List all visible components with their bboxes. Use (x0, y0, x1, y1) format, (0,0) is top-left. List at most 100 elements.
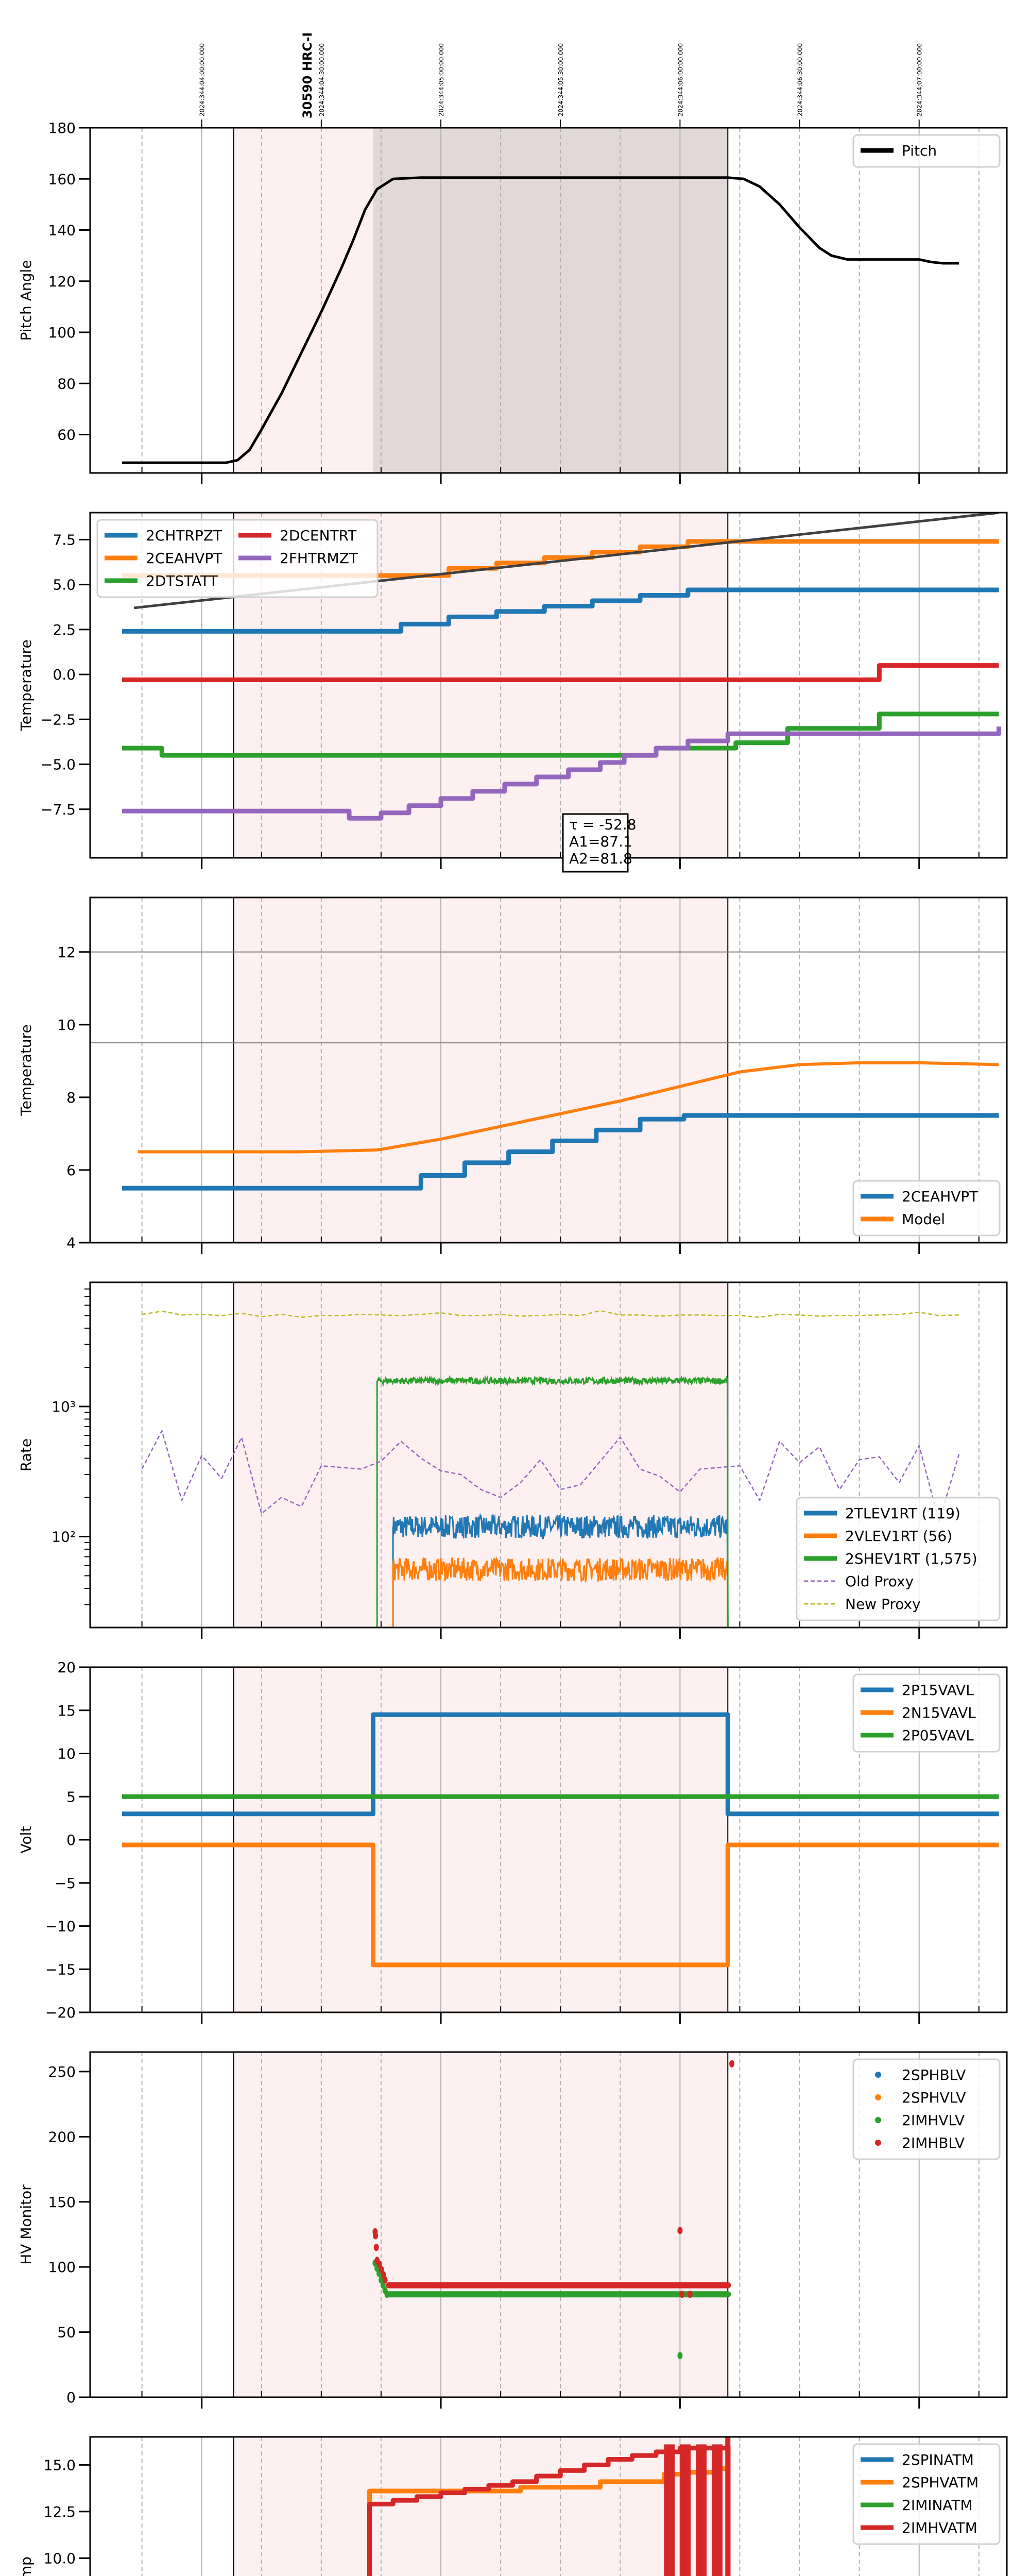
series-group (372, 2060, 734, 2360)
figure-title: 30590 HRC-I (300, 32, 315, 118)
series-group (122, 1712, 999, 1968)
y-axis: 0.02.55.07.510.012.515.0 (44, 2456, 90, 2567)
y-tick-label: −2.5 (41, 711, 76, 728)
y-tick-label: 10 (57, 1745, 76, 1762)
y-axis: −20 −15 −10 −5 0 5 10 15 20 (45, 1659, 90, 2021)
series-group (122, 513, 1002, 821)
legend-label: 2IMHBLV (902, 2134, 965, 2151)
legend-box (852, 2443, 1001, 2545)
noisy-band-segment (696, 2444, 707, 2576)
y-axis: 60 80 100 120 140 160 180 (48, 120, 90, 444)
plot-frame (89, 2051, 1008, 2398)
top-time-label: 2024:344:07:00:00.000 (916, 43, 923, 116)
panel-model: 4 6 8 10 12 Temperature 2CEAHVPT Model (18, 896, 1008, 1254)
y-tick-label: 6 (66, 1162, 76, 1179)
legend-item: 2DCENTRT (238, 527, 357, 544)
top-time-label: 2024:344:05:00:00.000 (438, 43, 445, 116)
series-pitch (122, 176, 959, 464)
series-group (141, 1310, 960, 1628)
y-axis-label: Temperature (18, 639, 35, 731)
legend-item: 2DTSTATT (105, 572, 218, 589)
legend-label: 2SPINATM (902, 2451, 974, 2468)
legend-label: 2TLEV1RT (119) (845, 1505, 960, 1522)
legend-item: 2P15VAVL (861, 1682, 974, 1699)
y-tick-label: 12.5 (44, 2503, 76, 2520)
observation-span (233, 2052, 728, 2397)
series-2p15vavl (122, 1712, 999, 1817)
y-tick-label: 100 (48, 324, 76, 341)
legend-box (796, 1497, 1001, 1621)
legend-label: Model (902, 1211, 945, 1228)
y-tick-label: 140 (48, 222, 76, 239)
series-2tlev1rt-119- (392, 1513, 729, 1628)
y-tick-label: −15 (45, 1961, 76, 1978)
y-tick-label: −10 (45, 1918, 76, 1935)
y-tick-label: 10 (57, 1016, 76, 1033)
legend-item: 2FHTRMZT (238, 550, 358, 567)
legend-item: 2P05VAVL (861, 1727, 974, 1744)
legend-item: 2SPINATM (861, 2451, 974, 2468)
legend-label: 2SHEV1RT (1,575) (845, 1550, 977, 1567)
y-tick-label: 250 (48, 2063, 76, 2080)
plot-frame (89, 2436, 1008, 2576)
y-tick-label: −5.0 (41, 756, 76, 773)
y-tick-label: 0.0 (53, 666, 76, 683)
top-time-label: 2024:344:05:30:00.000 (557, 43, 564, 116)
y-tick-label: 10² (52, 1528, 76, 1545)
noisy-band-segment (664, 2444, 675, 2576)
legend-marker (875, 2072, 881, 2078)
plot-frame (89, 896, 1008, 1244)
y-tick-label: 2.5 (53, 621, 76, 638)
legend: Pitch (852, 134, 1001, 168)
panel-temps: −7.5 −5.0 −2.5 0.0 2.5 5.0 7.5 Temperature τ = -… (18, 512, 1008, 873)
series-2imhvlv-point (677, 2352, 683, 2360)
legend-item: 2CHTRPZT (105, 527, 222, 544)
legend-label: 2IMINATM (902, 2497, 973, 2514)
legend-item: 2CEAHVPT (105, 550, 222, 567)
legend-marker (875, 2140, 881, 2146)
legend-marker (875, 2094, 881, 2100)
y-axis-label: HV Monitor (18, 2184, 35, 2265)
legend: 2SPHBLV 2SPHVLV 2IMHVLV 2IMHBLV (852, 2058, 1001, 2160)
legend-label: 2IMHVATM (902, 2519, 977, 2536)
y-axis-label: Temperature (18, 1024, 35, 1116)
y-axis-label: Pitch Angle (18, 260, 35, 341)
y-tick-label: 180 (48, 120, 76, 137)
legend-label: 2IMHVLV (902, 2112, 965, 2129)
legend-item: 2SPHVLV (875, 2089, 966, 2106)
legend-item: 2IMHVATM (861, 2519, 977, 2536)
y-axis: 0 50 100 150 200 250 (48, 2063, 90, 2406)
y-tick-label: 20 (57, 1659, 76, 1676)
fit-annotation-line: A1=87.1 (569, 833, 632, 850)
series-2imhblv-point (679, 2291, 685, 2298)
legend-label: 2CEAHVPT (146, 550, 222, 567)
y-tick-label: 5.0 (53, 577, 76, 594)
y-tick-label: 8 (66, 1089, 76, 1106)
y-tick-label: −20 (45, 2004, 76, 2021)
legend: 2P15VAVL 2N15VAVL 2P05VAVL (852, 1673, 1001, 1753)
y-tick-label: −5 (55, 1875, 76, 1892)
series-group (122, 1061, 999, 1191)
series-2dcentrt (122, 663, 999, 683)
legend-item: 2SPHBLV (875, 2066, 966, 2083)
legend-label: 2SPHVLV (902, 2089, 966, 2106)
top-time-label: 2024:344:06:30:00.000 (797, 43, 804, 116)
legend-item: 2VLEV1RT (56) (804, 1528, 952, 1545)
legend-label: Pitch (902, 142, 937, 159)
legend-marker (875, 2117, 881, 2123)
legend-box (852, 134, 1001, 168)
top-time-label: 2024:344:06:00:00.000 (677, 43, 684, 116)
legend-item: 2CEAHVPT (861, 1188, 978, 1205)
plot-frame (89, 512, 1008, 859)
y-tick-label: −7.5 (41, 801, 76, 818)
series-group (367, 2437, 731, 2576)
fit-annotation-box (562, 813, 629, 873)
legend: 2SPINATM 2SPHVATM 2IMINATM 2IMHVATM (852, 2443, 1001, 2545)
legend-label: 2FHTRMZT (280, 550, 358, 567)
plot-frame (89, 1666, 1008, 2013)
legend-label: 2VLEV1RT (56) (845, 1528, 952, 1545)
legend-item: 2N15VAVL (861, 1704, 976, 1721)
series-2imhblv-point (729, 2060, 734, 2067)
legend-label: 2DTSTATT (146, 572, 218, 589)
series-group (122, 176, 959, 464)
